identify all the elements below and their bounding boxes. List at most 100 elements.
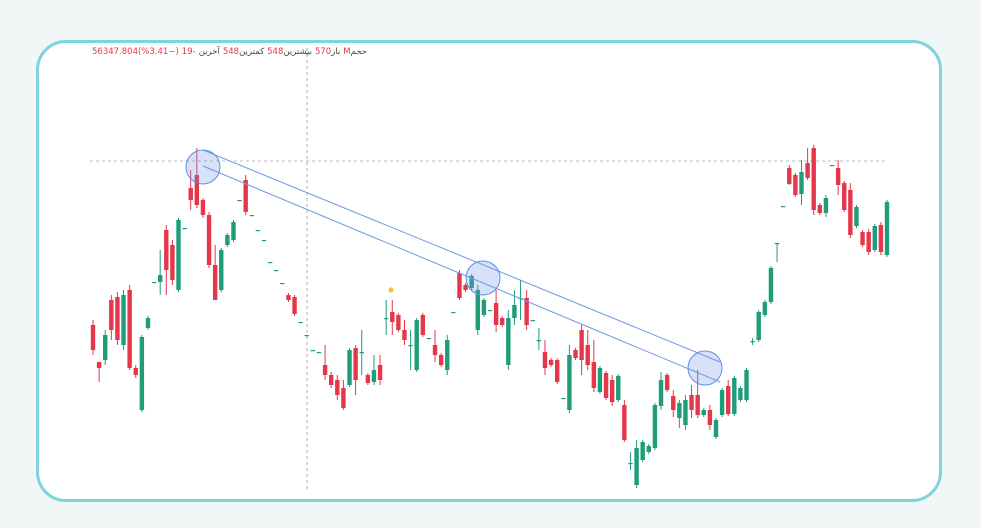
candle-body — [359, 352, 364, 354]
candle-body — [438, 355, 444, 365]
candle-body — [884, 202, 890, 255]
candle-body — [341, 388, 346, 408]
candle-body — [774, 243, 780, 245]
candle-body — [842, 183, 847, 210]
volume-label: حجم — [350, 47, 368, 57]
summary-label: کمترین — [239, 47, 265, 57]
candle-body — [609, 380, 615, 402]
candle-body — [701, 410, 706, 415]
candle-body — [664, 375, 670, 390]
candle-body — [408, 345, 413, 347]
candle-body — [292, 297, 297, 314]
candle-body — [616, 376, 621, 400]
candle-body — [414, 320, 419, 370]
candle-body — [683, 400, 688, 425]
candle-body — [780, 206, 786, 208]
candle-body — [695, 395, 700, 415]
anchor-point — [185, 149, 221, 185]
candle-body — [402, 330, 407, 340]
candle-body — [548, 360, 554, 365]
candle-body — [658, 380, 664, 406]
candle-body — [878, 225, 884, 252]
candle-body — [591, 362, 597, 388]
summary-value: 570 — [314, 47, 332, 57]
candle-body — [377, 365, 383, 380]
candle-body — [145, 318, 151, 328]
summary-value: 548 — [267, 47, 284, 57]
candle-body — [744, 370, 749, 400]
candle-body — [860, 232, 865, 245]
candle-body — [304, 335, 309, 337]
candle-body — [463, 285, 468, 290]
candle-body — [182, 228, 187, 230]
candle-body — [261, 240, 267, 242]
candle-body — [316, 352, 322, 354]
candle-body — [298, 322, 303, 324]
candle-body — [365, 375, 371, 383]
candle-body — [726, 386, 731, 414]
summary-value: 548 — [222, 47, 240, 57]
candle-body — [738, 388, 743, 400]
candle-body — [274, 270, 279, 272]
candle-body — [390, 312, 395, 322]
candle-body — [249, 215, 254, 217]
candle-body — [835, 168, 841, 185]
candle-body — [603, 373, 609, 398]
candle-body — [103, 335, 108, 360]
candle-body — [151, 282, 157, 284]
candle-body — [286, 295, 291, 300]
summary-value: 563 — [92, 47, 109, 57]
candle-body — [133, 368, 138, 375]
candle-body — [732, 378, 737, 414]
candle-body — [481, 300, 487, 315]
candle-body — [768, 268, 774, 302]
candle-body — [451, 312, 456, 314]
candle-body — [176, 220, 181, 290]
candle-body — [823, 198, 829, 213]
candle-body — [353, 348, 358, 380]
candle-body — [805, 163, 810, 178]
candle-body — [512, 305, 517, 318]
candle-body — [212, 265, 218, 300]
candle-body — [121, 295, 126, 345]
candle-body — [829, 165, 835, 167]
candle-body — [634, 448, 639, 485]
candle-body — [793, 175, 798, 195]
candle-body — [310, 350, 316, 352]
candle-body — [231, 222, 236, 240]
candle-body — [506, 318, 511, 365]
candle-body — [206, 215, 212, 265]
candle-body — [255, 230, 261, 232]
candle-body — [854, 207, 859, 226]
candle-body — [188, 188, 193, 200]
candle-body — [396, 315, 401, 330]
candle-body — [689, 395, 694, 410]
candle-body — [713, 420, 719, 437]
candle-body — [157, 275, 163, 282]
candle-body — [170, 245, 175, 280]
candle-body — [872, 226, 877, 250]
candle-body — [756, 312, 761, 340]
candle-body — [597, 368, 603, 392]
candle-body — [750, 341, 755, 343]
candle-body — [457, 273, 462, 298]
candle-body — [622, 405, 627, 440]
candle-body — [579, 330, 584, 360]
candle-body — [567, 355, 572, 410]
candle-body — [536, 340, 542, 342]
change: -19 — [181, 47, 196, 57]
candle-body — [573, 350, 578, 358]
candle-body — [200, 200, 206, 215]
candle-body — [848, 190, 853, 235]
candle-body — [811, 148, 816, 210]
candle-body — [267, 262, 273, 264]
candle-body — [554, 360, 560, 382]
candle-body — [115, 297, 120, 340]
candle-body — [817, 205, 823, 213]
change-percent: (−3.41%) — [137, 47, 179, 57]
candle-body — [109, 300, 114, 330]
candle-body — [719, 390, 725, 415]
candle-body — [628, 463, 633, 465]
